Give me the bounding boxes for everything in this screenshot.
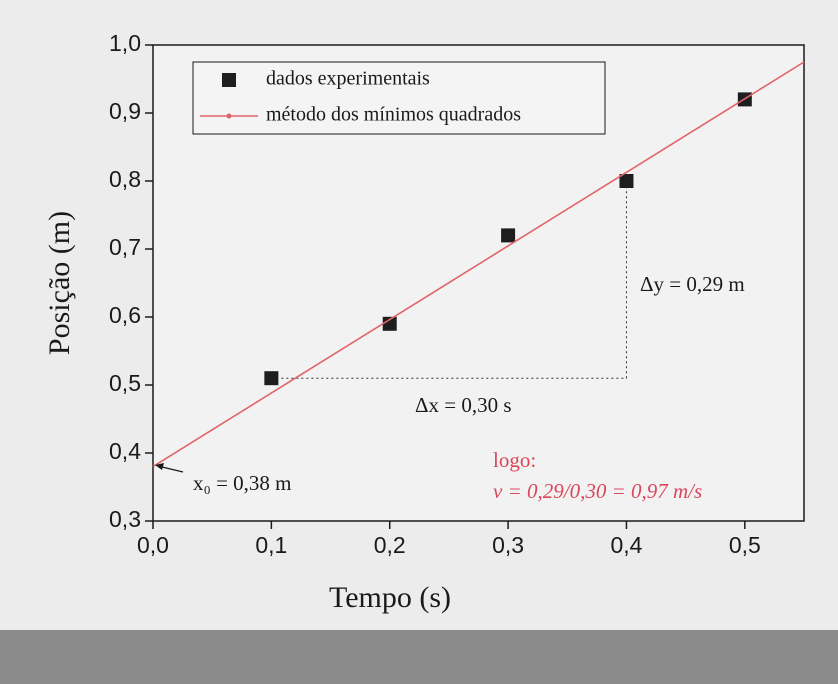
arrow-head: [155, 463, 164, 470]
fit-line: [152, 61, 805, 468]
x-tick-label: 0,0: [137, 532, 169, 558]
y-tick-label: 0,5: [109, 370, 141, 396]
y-tick-label: 0,3: [109, 506, 141, 532]
legend-label: método dos mínimos quadrados: [266, 104, 521, 126]
x-tick-label: 0,4: [610, 532, 642, 558]
annotation: Δy = 0,29 m: [640, 272, 745, 296]
guide: [271, 181, 627, 379]
plot: 0,0 0,1 0,2 0,3 0,4 0,5 0,3 0,4 0,5 0,6 0,7 0,8 0,9 1…: [109, 30, 805, 558]
data-point: [501, 228, 516, 243]
data-point: [619, 174, 634, 188]
data-point: [382, 316, 397, 331]
x-tick-label: 0,1: [255, 532, 287, 558]
x-tick-label: 0,2: [374, 532, 406, 558]
annotation: Δx = 0,30 s: [415, 393, 512, 417]
bottom-strip: [0, 630, 838, 684]
legend-marker: [226, 113, 232, 119]
x-axis-title: Tempo (s): [329, 581, 451, 614]
y-axis-title: Posição (m): [43, 211, 76, 355]
annotation: v = 0,29/0,30 = 0,97 m/s: [493, 479, 702, 503]
x-tick-label: 0,3: [492, 532, 524, 558]
legend-marker: [222, 73, 236, 87]
data-point: [264, 371, 279, 386]
y-tick-label: 0,4: [109, 438, 141, 464]
y-tick-label: 1,0: [109, 30, 141, 56]
y-tick-label: 0,7: [109, 234, 141, 260]
x-tick-label: 0,5: [729, 532, 761, 558]
y-tick-label: 0,6: [109, 302, 141, 328]
annotation: logo:: [493, 448, 536, 472]
y-tick-label: 0,9: [109, 98, 141, 124]
y-tick-label: 0,8: [109, 166, 141, 192]
legend-box: [192, 61, 606, 135]
annotation: x₀ = 0,38 m: [193, 471, 292, 495]
legend-label: dados experimentais: [266, 68, 430, 90]
